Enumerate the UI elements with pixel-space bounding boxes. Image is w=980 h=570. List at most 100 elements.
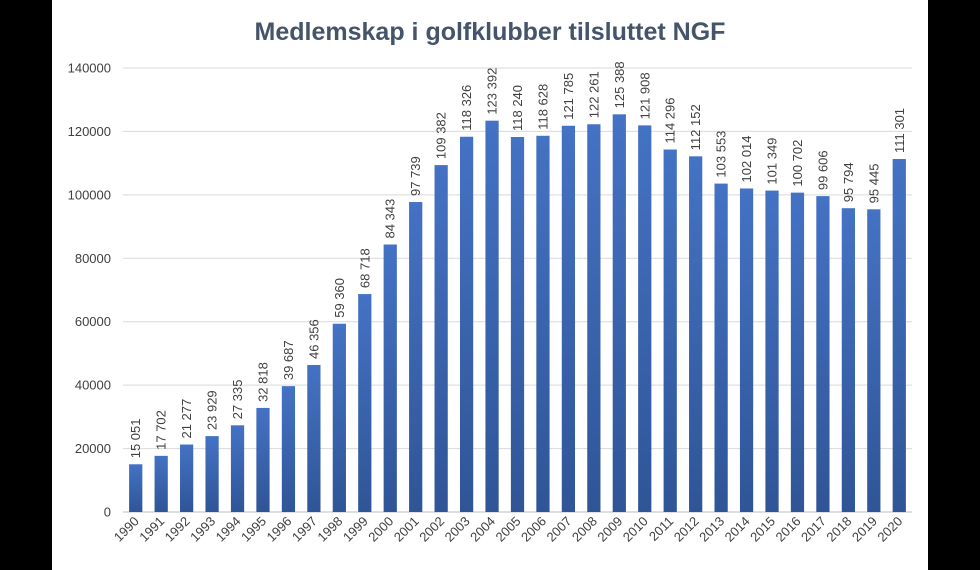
x-tick-label: 2010 bbox=[620, 514, 651, 545]
y-tick-label: 40000 bbox=[75, 378, 111, 393]
data-label: 46 356 bbox=[306, 319, 321, 359]
bar bbox=[180, 444, 194, 512]
x-tick-label: 2002 bbox=[416, 514, 447, 545]
data-label: 59 360 bbox=[332, 278, 347, 318]
data-label: 102 014 bbox=[739, 135, 754, 182]
bar bbox=[510, 137, 525, 512]
data-label: 15 051 bbox=[128, 419, 143, 459]
x-tick-label: 2015 bbox=[747, 514, 778, 545]
data-label: 118 628 bbox=[535, 84, 550, 130]
bar bbox=[485, 120, 499, 513]
x-tick-label: 1995 bbox=[238, 514, 269, 545]
data-label: 109 382 bbox=[434, 112, 449, 159]
bar bbox=[358, 294, 372, 512]
x-axis: 1990199119921993199419951996199719981999… bbox=[111, 514, 906, 545]
bar bbox=[256, 407, 270, 512]
bar bbox=[612, 114, 626, 512]
x-tick-label: 1993 bbox=[187, 514, 218, 545]
x-tick-label: 2017 bbox=[798, 514, 829, 545]
bar bbox=[383, 244, 397, 512]
bars bbox=[129, 114, 906, 513]
x-tick-label: 1997 bbox=[289, 514, 320, 545]
x-tick-label: 1998 bbox=[314, 514, 345, 545]
bar bbox=[689, 156, 703, 513]
x-tick-label: 2008 bbox=[569, 514, 600, 545]
x-tick-label: 2006 bbox=[518, 514, 549, 545]
bar bbox=[536, 135, 550, 512]
bar bbox=[714, 183, 728, 512]
bar bbox=[129, 464, 143, 512]
data-label: 100 702 bbox=[790, 140, 805, 187]
x-tick-label: 2012 bbox=[671, 514, 702, 545]
bar bbox=[434, 165, 448, 513]
x-tick-label: 1994 bbox=[213, 514, 244, 545]
bar bbox=[638, 125, 652, 512]
y-tick-label: 120000 bbox=[68, 124, 111, 139]
data-label: 111 301 bbox=[892, 108, 907, 153]
bar bbox=[765, 190, 779, 512]
x-tick-label: 1992 bbox=[162, 514, 193, 545]
bar bbox=[459, 136, 474, 512]
bar bbox=[281, 386, 296, 512]
y-tick-label: 20000 bbox=[75, 441, 111, 456]
data-label: 17 702 bbox=[154, 410, 169, 450]
data-label: 99 606 bbox=[815, 150, 830, 190]
bar bbox=[892, 159, 906, 512]
bar bbox=[409, 202, 423, 512]
y-tick-label: 60000 bbox=[75, 314, 111, 329]
bar bbox=[816, 196, 830, 512]
x-tick-label: 2003 bbox=[442, 514, 473, 545]
x-tick-label: 2004 bbox=[467, 514, 498, 545]
bar bbox=[332, 323, 346, 512]
x-tick-label: 2014 bbox=[722, 514, 753, 545]
bar bbox=[790, 192, 805, 512]
x-tick-label: 1996 bbox=[263, 514, 294, 545]
data-label: 121 785 bbox=[561, 73, 576, 120]
bar bbox=[205, 436, 219, 512]
x-tick-label: 2001 bbox=[391, 514, 422, 545]
chart-title: Medlemskap i golfklubber tilsluttet NGF bbox=[255, 18, 726, 46]
y-tick-label: 140000 bbox=[68, 61, 111, 76]
x-tick-label: 2000 bbox=[365, 514, 396, 545]
x-tick-label: 1999 bbox=[340, 514, 371, 545]
data-label: 123 392 bbox=[485, 68, 500, 115]
data-label: 95 794 bbox=[841, 162, 856, 202]
data-label: 118 326 bbox=[459, 85, 474, 131]
bar bbox=[230, 425, 245, 512]
data-label: 114 296 bbox=[663, 97, 678, 143]
data-labels: 15 051 17 702 21 277 23 929 27 335 32 818 39 6… bbox=[128, 61, 907, 458]
data-label: 101 349 bbox=[765, 138, 780, 185]
bar bbox=[307, 364, 321, 512]
y-axis: 0 20000 40000 60000 80000 100000 120000 140000 bbox=[68, 61, 111, 520]
data-label: 122 261 bbox=[586, 71, 601, 118]
bar bbox=[154, 455, 168, 512]
data-label: 121 908 bbox=[637, 72, 652, 119]
y-tick-label: 80000 bbox=[75, 251, 111, 266]
data-label: 32 818 bbox=[255, 362, 270, 402]
data-label: 27 335 bbox=[230, 380, 245, 420]
data-label: 21 277 bbox=[179, 399, 194, 439]
x-tick-label: 2020 bbox=[874, 514, 905, 545]
data-label: 84 343 bbox=[383, 199, 398, 239]
data-label: 118 240 bbox=[510, 85, 525, 131]
data-label: 39 687 bbox=[281, 340, 296, 380]
data-label: 95 445 bbox=[866, 164, 881, 204]
x-tick-label: 2019 bbox=[849, 514, 880, 545]
data-label: 125 388 bbox=[612, 61, 627, 108]
bar bbox=[841, 208, 855, 512]
bar bbox=[561, 125, 576, 512]
x-tick-label: 2018 bbox=[823, 514, 854, 545]
data-label: 112 152 bbox=[688, 104, 703, 150]
x-tick-label: 2016 bbox=[773, 514, 804, 545]
bar bbox=[587, 124, 601, 513]
data-label: 23 929 bbox=[205, 390, 220, 430]
x-tick-label: 2009 bbox=[594, 514, 625, 545]
bar bbox=[663, 149, 677, 512]
x-tick-label: 2013 bbox=[696, 514, 727, 545]
data-label: 103 553 bbox=[714, 131, 729, 178]
x-tick-label: 1991 bbox=[136, 514, 167, 545]
y-tick-label: 100000 bbox=[68, 187, 111, 202]
bar bbox=[867, 209, 881, 513]
data-label: 68 718 bbox=[357, 248, 372, 288]
